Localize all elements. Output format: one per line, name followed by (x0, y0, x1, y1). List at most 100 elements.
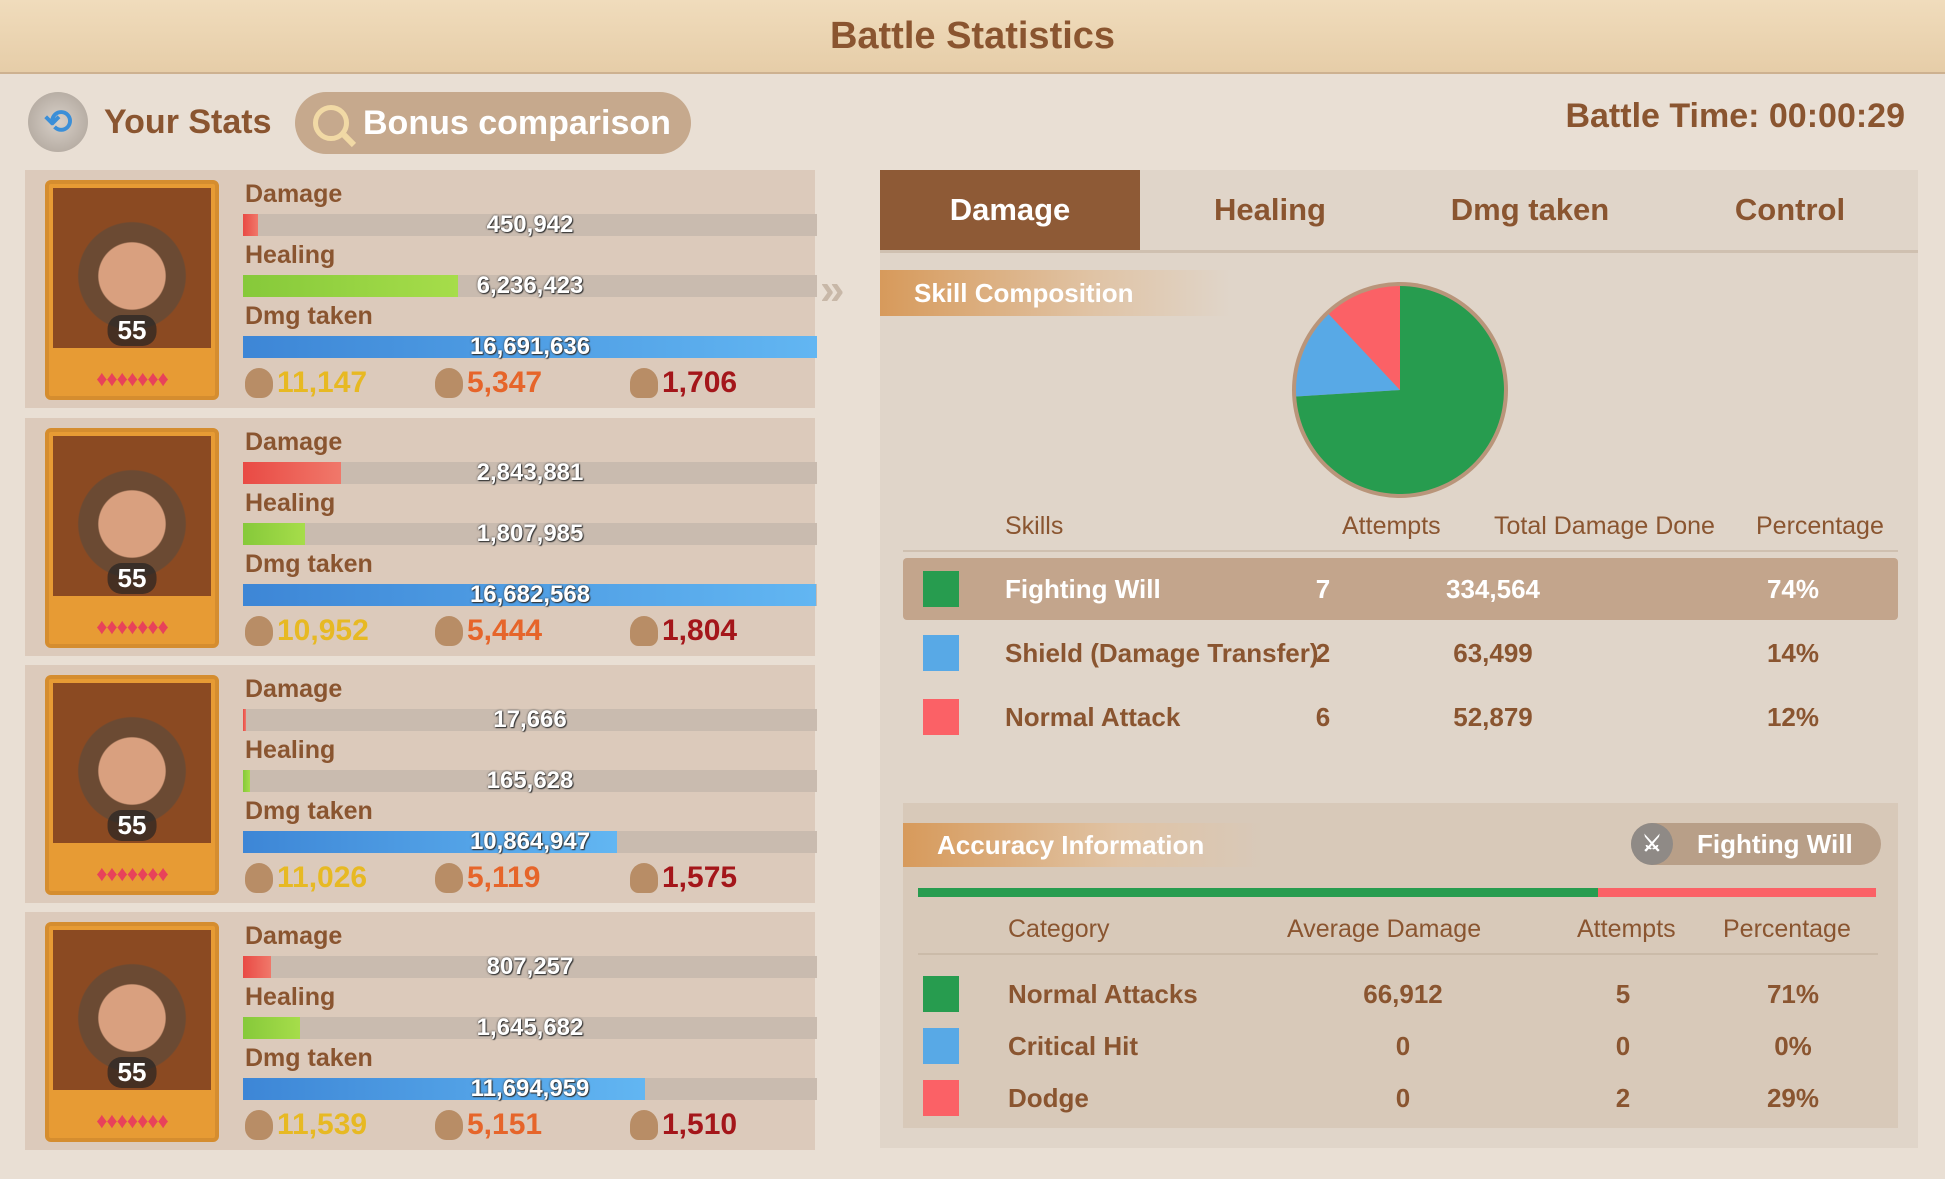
accuracy-bar-dodge (1598, 888, 1876, 897)
heal-value: 165,628 (486, 767, 574, 794)
hero-level: 55 (107, 810, 157, 841)
kills-a-value: 11,147 (277, 366, 368, 399)
average-damage: 0 (1395, 1031, 1411, 1061)
star-rating-icon: ♦♦♦♦♦♦♦ (96, 1108, 169, 1133)
kills-a: 11,539 (245, 1108, 367, 1142)
skull-icon (630, 863, 658, 893)
hero-level: 55 (107, 1057, 157, 1088)
heal-bar-fill (243, 770, 250, 792)
percentage: 0% (1774, 1031, 1812, 1061)
skill-name: Shield (Damage Transfer) (1005, 638, 1319, 668)
skill-attempts: 2 (1315, 638, 1331, 668)
hero-level: 55 (107, 563, 157, 594)
dmg-bar: 17,666 (243, 706, 817, 733)
dmg-label: Damage (245, 675, 343, 703)
wounded-unit-icon (435, 1110, 463, 1140)
swap-icon[interactable]: ⟲ (28, 92, 88, 152)
header-divider (903, 550, 1898, 552)
hero-card[interactable]: 55 ♦♦♦♦♦♦♦ Damage 17,666 Healing 165,628 Dm… (25, 665, 817, 903)
hero-portrait[interactable]: 55 ♦♦♦♦♦♦♦ (45, 675, 219, 895)
pie-slice-fighting-will (1296, 286, 1504, 494)
accuracy-header: Accuracy Information (903, 823, 1263, 867)
heal-label: Healing (245, 489, 336, 517)
dmg-bar: 450,942 (243, 211, 817, 238)
color-swatch (923, 635, 959, 671)
skill-attempts: 6 (1315, 702, 1331, 732)
tak-value: 11,694,959 (470, 1075, 590, 1102)
col-average-damage: Average Damage (1287, 915, 1482, 943)
heal-bar: 1,645,682 (243, 1014, 817, 1041)
header-divider (918, 953, 1878, 955)
deaths-value: 1,575 (662, 861, 738, 894)
tak-label: Dmg taken (245, 550, 373, 578)
tab-damage[interactable]: Damage (880, 170, 1140, 250)
star-rating-icon: ♦♦♦♦♦♦♦ (96, 614, 169, 639)
tak-bar-fill (243, 336, 817, 358)
dmg-value: 17,666 (493, 706, 567, 733)
skull-icon (630, 368, 658, 398)
tak-value: 10,864,947 (469, 828, 591, 855)
dmg-label: Damage (245, 922, 343, 950)
hero-card[interactable]: 55 ♦♦♦♦♦♦♦ Damage 2,843,881 Healing 1,807,… (25, 418, 817, 656)
hero-card[interactable]: 55 ♦♦♦♦♦♦♦ Damage 450,942 Healing 6,236,42… (25, 170, 817, 408)
col-attempts: Attempts (1342, 512, 1441, 540)
kills-b-value: 5,119 (467, 861, 541, 894)
kills-b-value: 5,347 (467, 366, 543, 399)
your-stats-label[interactable]: Your Stats (104, 103, 272, 141)
page-title: Battle Statistics (829, 14, 1116, 57)
dmg-label: Damage (245, 428, 343, 456)
kills-b-value: 5,151 (467, 1108, 543, 1141)
attempts: 0 (1615, 1031, 1631, 1061)
hero-portrait[interactable]: 55 ♦♦♦♦♦♦♦ (45, 428, 219, 648)
accuracy-bar-normal (918, 888, 1599, 897)
tab-healing[interactable]: Healing (1214, 192, 1326, 227)
kills-a: 11,026 (245, 861, 367, 895)
tab-control[interactable]: Control (1734, 192, 1846, 227)
heal-bar-fill (243, 1017, 300, 1039)
unit-icon (245, 1110, 273, 1140)
deaths-value: 1,804 (662, 614, 738, 647)
hero-portrait[interactable]: 55 ♦♦♦♦♦♦♦ (45, 922, 219, 1142)
skill-row[interactable]: Shield (Damage Transfer) 2 63,499 14% (903, 622, 1898, 684)
accuracy-panel: Accuracy Information ⚔ Fighting Will Cate… (903, 803, 1898, 1128)
heal-bar: 6,236,423 (243, 272, 817, 299)
heal-bar-fill (243, 523, 305, 545)
dmg-bar-fill (243, 462, 341, 484)
tak-label: Dmg taken (245, 1044, 373, 1072)
expand-arrow-icon[interactable]: » (820, 265, 845, 314)
attempts: 5 (1615, 979, 1631, 1009)
tak-bar: 10,864,947 (243, 828, 817, 855)
skill-selector-button[interactable]: ⚔ Fighting Will (1631, 823, 1881, 865)
skill-row[interactable]: Fighting Will 7 334,564 74% (903, 558, 1898, 620)
color-swatch (923, 571, 959, 607)
unit-icon (245, 863, 273, 893)
bonus-comparison-button[interactable]: Bonus comparison (295, 92, 691, 154)
color-swatch (923, 1028, 959, 1064)
skill-row[interactable]: Normal Attack 6 52,879 12% (903, 686, 1898, 748)
magnifier-icon (313, 105, 349, 141)
col-percentage: Percentage (1723, 915, 1851, 943)
tab-dmg-taken[interactable]: Dmg taken (1450, 192, 1610, 227)
hero-portrait[interactable]: 55 ♦♦♦♦♦♦♦ (45, 180, 219, 400)
tak-value: 16,691,636 (469, 333, 591, 360)
color-swatch (923, 976, 959, 1012)
kills-b: 5,119 (435, 861, 540, 895)
heal-value: 6,236,423 (476, 272, 584, 299)
deaths: 1,510 (630, 1108, 737, 1142)
col-total-damage: Total Damage Done (1494, 512, 1715, 540)
accuracy-row: Normal Attacks 66,912 5 71% (903, 963, 1898, 1025)
skill-total: 52,879 (1453, 702, 1533, 732)
kills-a-value: 11,026 (277, 861, 368, 894)
deaths-value: 1,510 (662, 1108, 738, 1141)
wounded-unit-icon (435, 368, 463, 398)
skill-attempts: 7 (1315, 574, 1331, 604)
bonus-comparison-label: Bonus comparison (363, 103, 671, 142)
hero-card[interactable]: 55 ♦♦♦♦♦♦♦ Damage 807,257 Healing 1,645,68… (25, 912, 817, 1150)
heal-label: Healing (245, 736, 336, 764)
battle-time: Battle Time: 00:00:29 (1565, 97, 1905, 135)
dmg-value: 450,942 (486, 211, 574, 238)
heal-bar-fill (243, 275, 458, 297)
skill-percentage: 74% (1766, 574, 1820, 604)
details-panel: Damage Healing Dmg taken Control Skill C… (880, 170, 1918, 1148)
heal-label: Healing (245, 983, 336, 1011)
